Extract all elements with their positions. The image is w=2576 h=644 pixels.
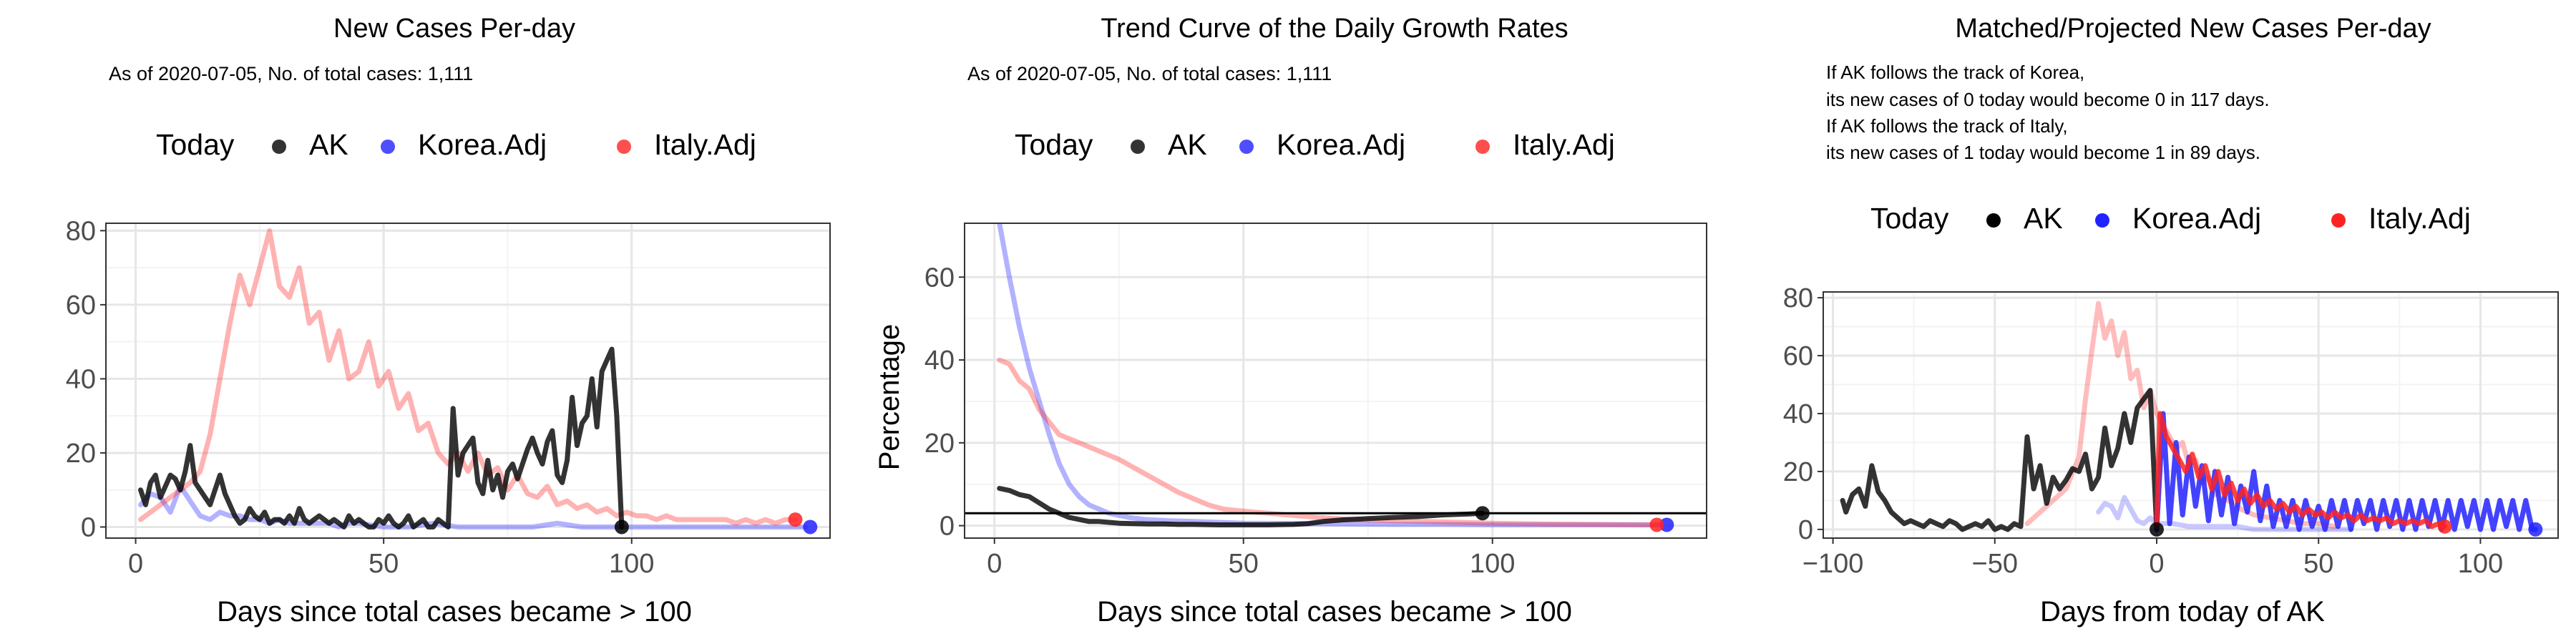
- x-axis-label: Days since total cases became > 100: [1097, 596, 1572, 628]
- y-tick-label: 40: [66, 364, 96, 394]
- plot-area: 0 50 100 0 20 40 60: [924, 223, 1707, 579]
- chart-subtitle: As of 2020-07-05, No. of total cases: 1,…: [109, 63, 473, 84]
- legend-label: Italy.Adj: [2368, 202, 2471, 235]
- legend-label: Korea.Adj: [418, 128, 547, 161]
- x-tick-label: 100: [2458, 549, 2503, 579]
- legend-marker: [2331, 213, 2346, 228]
- series-line: [1840, 388, 2160, 532]
- x-tick-label: 0: [987, 549, 1002, 579]
- end-point: [2528, 522, 2543, 537]
- legend-title: Today: [1870, 202, 1949, 235]
- chart-subtitle-line: its new cases of 0 today would become 0 …: [1826, 89, 2270, 110]
- legend-marker: [617, 140, 631, 154]
- chart-title: New Cases Per-day: [333, 14, 575, 44]
- legend-title: Today: [156, 128, 235, 161]
- panel-2: Trend Curve of the Daily Growth Rates As…: [874, 14, 1572, 628]
- series-line: [997, 486, 1485, 527]
- legend: Today AK Korea.Adj Italy.Adj: [1870, 202, 2471, 235]
- end-point: [1475, 506, 1490, 521]
- legend-label: Korea.Adj: [1277, 128, 1405, 161]
- legend-marker: [2095, 213, 2109, 228]
- y-axis-label: Percentage: [874, 324, 905, 471]
- end-point: [1649, 517, 1664, 532]
- chart-subtitle-line: If AK follows the track of Italy,: [1826, 115, 2068, 137]
- legend-label: Italy.Adj: [654, 128, 756, 161]
- y-tick-label: 20: [66, 439, 96, 469]
- chart-title: Trend Curve of the Daily Growth Rates: [1101, 14, 1568, 44]
- legend-marker: [1475, 140, 1490, 154]
- legend-marker: [381, 140, 395, 154]
- y-tick-label: 20: [924, 429, 955, 459]
- x-axis-label: Days since total cases became > 100: [217, 596, 692, 628]
- y-tick-label: 60: [1783, 341, 1813, 371]
- y-tick-label: 80: [66, 216, 96, 246]
- series-group: [997, 223, 1664, 527]
- series-line: [138, 484, 808, 530]
- end-point: [788, 512, 803, 527]
- legend-marker: [1131, 140, 1145, 154]
- panel-border: [964, 223, 1707, 539]
- end-point: [2149, 522, 2164, 537]
- series-line: [2154, 411, 2448, 530]
- panel-border: [105, 223, 831, 539]
- legend: Today AK Korea.Adj Italy.Adj: [156, 128, 756, 161]
- legend-label: AK: [2024, 202, 2063, 235]
- panel-1: New Cases Per-day As of 2020-07-05, No. …: [109, 14, 692, 628]
- series-group: [138, 228, 808, 530]
- x-tick-label: −50: [1972, 549, 2018, 579]
- chart-title: Matched/Projected New Cases Per-day: [1955, 14, 2431, 44]
- legend-marker: [272, 140, 286, 154]
- end-point: [803, 519, 818, 535]
- chart-subtitle-line: If AK follows the track of Korea,: [1826, 62, 2084, 83]
- legend-label: AK: [1168, 128, 1207, 161]
- y-tick-label: 0: [940, 512, 955, 542]
- end-point: [614, 519, 629, 535]
- x-tick-label: 50: [369, 549, 399, 579]
- x-tick-label: 0: [2149, 549, 2164, 579]
- legend-label: Italy.Adj: [1513, 128, 1615, 161]
- panel-border: [1823, 291, 2559, 539]
- x-tick-label: 50: [2303, 549, 2333, 579]
- legend: Today AK Korea.Adj Italy.Adj: [1015, 128, 1615, 161]
- end-point: [1659, 517, 1674, 532]
- y-tick-label: 20: [1783, 457, 1813, 487]
- series-line: [997, 223, 1664, 527]
- end-point: [2437, 519, 2452, 534]
- y-tick-label: 60: [66, 291, 96, 321]
- x-tick-label: 50: [1229, 549, 1259, 579]
- series-group: [1840, 301, 2538, 532]
- legend-label: Korea.Adj: [2132, 202, 2261, 235]
- x-tick-label: 100: [609, 549, 654, 579]
- x-axis-label: Days from today of AK: [2040, 596, 2325, 628]
- chart-subtitle: As of 2020-07-05, No. of total cases: 1,…: [967, 63, 1332, 84]
- legend-marker: [1239, 140, 1254, 154]
- legend-marker: [1986, 213, 2001, 228]
- chart-subtitle-line: its new cases of 1 today would become 1 …: [1826, 142, 2260, 163]
- y-tick-label: 0: [81, 512, 96, 542]
- legend-label: AK: [309, 128, 348, 161]
- x-tick-label: 100: [1470, 549, 1515, 579]
- panel-3: Matched/Projected New Cases Per-day If A…: [1826, 14, 2431, 628]
- plot-area: 0 50 100 0 20 40 60 80: [66, 216, 831, 579]
- plot-area: −100 −50 0 50 100 0 20 40 60 80: [1783, 283, 2559, 579]
- x-tick-label: −100: [1802, 549, 1864, 579]
- y-tick-label: 40: [1783, 399, 1813, 429]
- series-line: [138, 228, 798, 526]
- series-line: [997, 357, 1659, 527]
- y-tick-label: 40: [924, 346, 955, 376]
- y-tick-label: 80: [1783, 283, 1813, 313]
- series-line: [138, 346, 625, 530]
- y-tick-label: 60: [924, 263, 955, 293]
- y-tick-label: 0: [1798, 515, 1813, 545]
- legend-title: Today: [1015, 128, 1093, 161]
- x-tick-label: 0: [128, 549, 143, 579]
